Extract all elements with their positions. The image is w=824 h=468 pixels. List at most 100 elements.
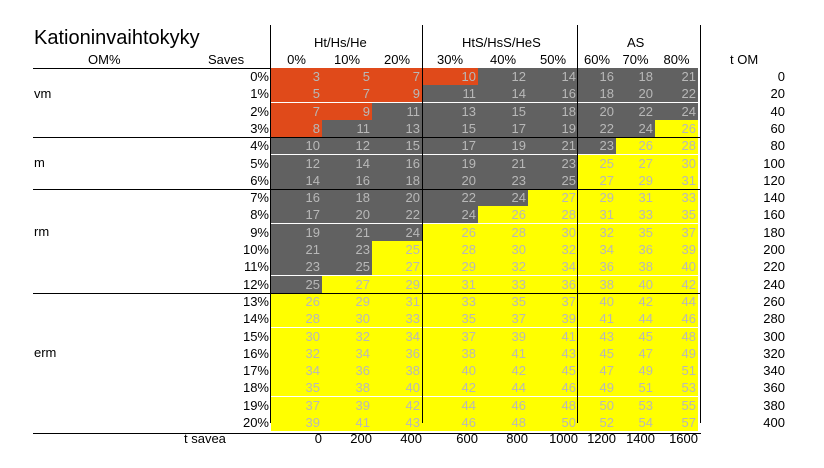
grid-cell: 32: [478, 258, 528, 276]
grid-cell: 31: [655, 171, 698, 189]
om-percent-label: 16%: [242, 345, 269, 361]
grid-cell: 49: [578, 379, 616, 397]
grid-cell: 22: [616, 102, 655, 120]
grid-cell: 43: [528, 344, 578, 362]
grid-cell: 39: [528, 310, 578, 328]
t-savea-value: 0: [314, 431, 322, 446]
t-om-value: 340: [763, 363, 785, 379]
grid-cell: 32: [578, 223, 616, 241]
grid-cell: 5: [271, 85, 322, 103]
grid-cell: 40: [372, 379, 422, 397]
grid-cell: 20: [372, 189, 422, 207]
grid-cell: 22: [422, 189, 478, 207]
grid-cell: 28: [528, 206, 578, 224]
t-savea-value: 600: [456, 431, 478, 446]
grid-cell: 42: [655, 275, 698, 293]
grid-cell: 26: [422, 223, 478, 241]
grid-cell: 32: [322, 327, 372, 345]
column-header: 80%: [663, 52, 690, 67]
grid-cell: 14: [528, 68, 578, 85]
grid-cell: 30: [478, 241, 528, 258]
grid-cell: 20: [616, 85, 655, 103]
grid-cell: 47: [578, 362, 616, 380]
om-percent-label: 1%: [250, 86, 269, 102]
om-percent-label: 18%: [242, 380, 269, 396]
grid-cell: 42: [372, 396, 422, 414]
grid-cell: 27: [578, 171, 616, 189]
grid-cell: 36: [528, 275, 578, 293]
grid-cell: 26: [478, 206, 528, 224]
grid-cell: 46: [528, 379, 578, 397]
om-percent-label: 9%: [250, 224, 269, 240]
grid-cell: 31: [422, 275, 478, 293]
grid-cell: 20: [422, 171, 478, 189]
grid-cell: 27: [322, 275, 372, 293]
om-percent-label: 2%: [250, 103, 269, 119]
grid-cell: 24: [422, 206, 478, 224]
grid-cell: 37: [422, 327, 478, 345]
grid-cell: 39: [322, 396, 372, 414]
grid-cell: 44: [655, 292, 698, 310]
grid-cell: 18: [528, 102, 578, 120]
om-percent-label: 10%: [242, 242, 269, 257]
grid-cell: 28: [655, 137, 698, 155]
grid-cell: 21: [271, 241, 322, 258]
om-percent-label: 15%: [242, 328, 269, 344]
grid-cell: 14: [322, 154, 372, 172]
grid-cell: 41: [578, 310, 616, 328]
group-header-hts: HtS/HsS/HeS: [462, 35, 541, 50]
grid-cell: 38: [422, 344, 478, 362]
grid-cell: 26: [616, 137, 655, 155]
grid-cell: 34: [578, 241, 616, 258]
grid-cell: 9: [322, 102, 372, 120]
row-divider: [33, 293, 701, 294]
grid-cell: 7: [271, 102, 322, 120]
grid-cell: 33: [616, 206, 655, 224]
grid-cell: 34: [322, 344, 372, 362]
grid-cell: 48: [655, 327, 698, 345]
grid-cell: 14: [478, 85, 528, 103]
grid-cell: 11: [322, 119, 372, 137]
grid-cell: 22: [578, 119, 616, 137]
grid-cell: 30: [322, 310, 372, 328]
grid-cell: 15: [422, 119, 478, 137]
grid-cell: 35: [655, 206, 698, 224]
grid-cell: 3: [271, 68, 322, 85]
grid-cell: 45: [528, 362, 578, 380]
grid-cell: 25: [372, 241, 422, 258]
grid-cell: 25: [322, 258, 372, 276]
category-label-rm: rm: [34, 224, 50, 239]
grid-cell: 39: [271, 414, 322, 431]
grid-cell: 21: [528, 137, 578, 155]
om-percent-label: 7%: [250, 190, 269, 206]
om-percent-label: 5%: [250, 155, 269, 171]
grid-cell: 16: [322, 171, 372, 189]
grid-cell: 19: [271, 223, 322, 241]
grid-cell: 48: [478, 414, 528, 431]
t-savea-value: 1400: [626, 431, 655, 446]
t-savea-value: 400: [400, 431, 422, 446]
grid-cell: 16: [271, 189, 322, 207]
column-divider: [577, 25, 578, 423]
t-om-value: 180: [763, 224, 785, 240]
column-header: 0%: [287, 52, 306, 67]
grid-cell: 34: [372, 327, 422, 345]
grid-cell: 11: [372, 102, 422, 120]
grid-cell: 17: [478, 119, 528, 137]
t-om-value: 380: [763, 397, 785, 413]
grid-cell: 31: [372, 292, 422, 310]
grid-cell: 27: [528, 189, 578, 207]
grid-cell: 25: [578, 154, 616, 172]
t-om-value: 80: [770, 138, 785, 154]
grid-cell: 23: [528, 154, 578, 172]
grid-cell: 18: [578, 85, 616, 103]
grid-cell: 27: [616, 154, 655, 172]
t-om-value: 360: [763, 380, 785, 396]
om-percent-label: 4%: [250, 138, 269, 154]
t-om-value: 200: [763, 242, 785, 257]
grid-cell: 33: [655, 189, 698, 207]
om-percent-label: 13%: [242, 293, 269, 309]
t-om-value: 400: [763, 415, 785, 430]
grid-cell: 16: [372, 154, 422, 172]
om-percent-label: 8%: [250, 207, 269, 223]
